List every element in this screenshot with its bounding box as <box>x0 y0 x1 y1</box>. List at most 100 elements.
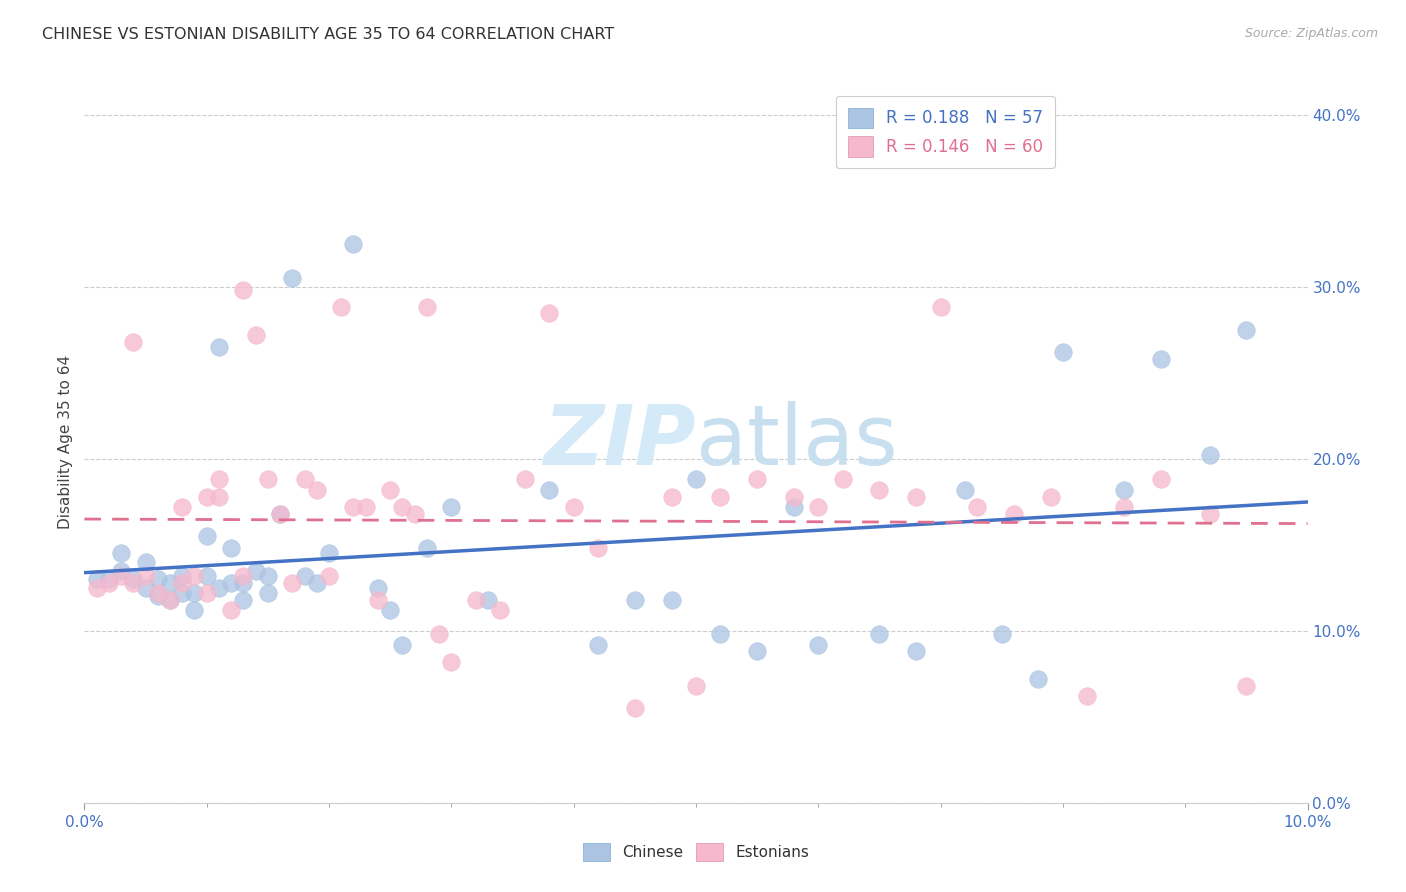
Text: Source: ZipAtlas.com: Source: ZipAtlas.com <box>1244 27 1378 40</box>
Point <box>685 679 707 693</box>
Point <box>342 236 364 251</box>
Point <box>183 586 205 600</box>
Point <box>440 655 463 669</box>
Point <box>208 490 231 504</box>
Point <box>135 568 157 582</box>
Point <box>1028 672 1050 686</box>
Point <box>1002 507 1025 521</box>
Point <box>219 603 242 617</box>
Point <box>367 581 389 595</box>
Point <box>831 472 853 486</box>
Point <box>232 575 254 590</box>
Point <box>183 568 205 582</box>
Text: ZIP: ZIP <box>543 401 696 482</box>
Point <box>232 283 254 297</box>
Point <box>257 568 280 582</box>
Point <box>281 271 304 285</box>
Point <box>513 472 536 486</box>
Point <box>305 575 328 590</box>
Point <box>146 590 169 604</box>
Point <box>1114 483 1136 497</box>
Point <box>110 564 132 578</box>
Point <box>1236 323 1258 337</box>
Point <box>1052 345 1074 359</box>
Point <box>232 568 254 582</box>
Point <box>1039 490 1062 504</box>
Point <box>172 500 194 514</box>
Point <box>110 546 132 560</box>
Point <box>747 472 769 486</box>
Point <box>281 575 304 590</box>
Point <box>440 500 463 514</box>
Point <box>219 575 242 590</box>
Point <box>905 490 928 504</box>
Point <box>685 472 707 486</box>
Point <box>869 627 891 641</box>
Y-axis label: Disability Age 35 to 64: Disability Age 35 to 64 <box>58 354 73 529</box>
Point <box>208 340 231 354</box>
Point <box>586 541 609 556</box>
Point <box>257 586 280 600</box>
Point <box>380 483 402 497</box>
Point <box>1076 689 1098 703</box>
Point <box>953 483 976 497</box>
Point <box>122 334 145 349</box>
Point <box>624 701 647 715</box>
Point <box>183 603 205 617</box>
Point <box>869 483 891 497</box>
Point <box>195 529 218 543</box>
Point <box>195 490 218 504</box>
Point <box>1236 679 1258 693</box>
Point <box>195 568 218 582</box>
Point <box>367 592 389 607</box>
Point <box>709 490 731 504</box>
Point <box>1198 448 1220 462</box>
Point <box>318 568 340 582</box>
Point <box>195 586 218 600</box>
Point <box>1198 507 1220 521</box>
Point <box>318 546 340 560</box>
Point <box>110 568 132 582</box>
Point <box>257 472 280 486</box>
Point <box>122 575 145 590</box>
Point <box>747 644 769 658</box>
Point <box>991 627 1014 641</box>
Point <box>172 575 194 590</box>
Point <box>146 586 169 600</box>
Point <box>305 483 328 497</box>
Point <box>135 581 157 595</box>
Point <box>97 572 120 586</box>
Point <box>294 568 316 582</box>
Point <box>562 500 585 514</box>
Point <box>86 572 108 586</box>
Point <box>661 490 683 504</box>
Point <box>208 472 231 486</box>
Point <box>232 592 254 607</box>
Point <box>783 490 806 504</box>
Point <box>245 327 267 342</box>
Point <box>624 592 647 607</box>
Point <box>1114 500 1136 514</box>
Point <box>354 500 377 514</box>
Point <box>294 472 316 486</box>
Point <box>330 301 353 315</box>
Point <box>404 507 426 521</box>
Point <box>966 500 988 514</box>
Point <box>208 581 231 595</box>
Point <box>245 564 267 578</box>
Point <box>391 500 413 514</box>
Point <box>783 500 806 514</box>
Point <box>464 592 486 607</box>
Point <box>905 644 928 658</box>
Point <box>269 507 291 521</box>
Point <box>97 575 120 590</box>
Point <box>586 638 609 652</box>
Point <box>929 301 952 315</box>
Point <box>380 603 402 617</box>
Point <box>538 483 561 497</box>
Point <box>86 581 108 595</box>
Point <box>342 500 364 514</box>
Point <box>172 586 194 600</box>
Point <box>172 568 194 582</box>
Point <box>807 500 830 514</box>
